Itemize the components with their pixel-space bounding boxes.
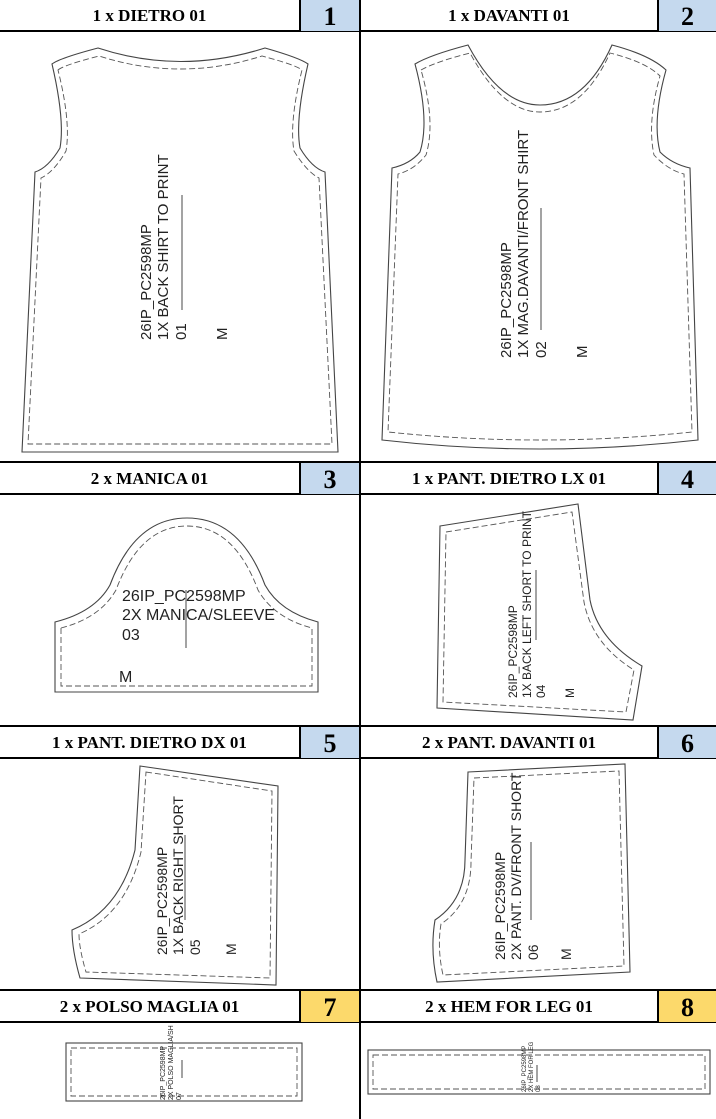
cut-line: [381, 44, 699, 450]
piece-number-badge: 3: [299, 463, 359, 494]
piece-title: 2 x HEM FOR LEG 01: [425, 997, 593, 1016]
piece-label-style: 26IP_PC2598MP: [154, 847, 170, 955]
piece-label-size: M: [223, 943, 239, 955]
piece-label-size: M: [558, 948, 574, 960]
seam-line: [372, 1054, 706, 1090]
piece-label-number: 05: [187, 939, 203, 955]
piece-header-8: 2 x HEM FOR LEG 01 8: [361, 991, 716, 1023]
piece-title: 2 x MANICA 01: [90, 469, 209, 488]
pattern-piece-front-short: 26IP_PC2598MP 2X PANT. DV/FRONT SHORT 06…: [432, 763, 631, 983]
piece-label-size: M: [214, 328, 231, 341]
piece-title: 1 x PANT. DIETRO LX 01: [412, 469, 606, 488]
piece-label-style: 26IP_PC2598MP: [138, 224, 155, 340]
piece-label-quantity: 2X POLSO MAGLIA/SH: [168, 1025, 175, 1100]
piece-label-quantity: 2X HEM FOR LEG: [529, 1041, 535, 1092]
seam-line: [387, 52, 693, 441]
grid-divider-horizontal: [0, 989, 716, 991]
piece-header-2: 1 x DAVANTI 01 2: [361, 0, 716, 32]
pattern-piece-back-left-short: 26IP_PC2598MP 1X BACK LEFT SHORT TO PRIN…: [436, 503, 643, 721]
cut-line: [432, 763, 631, 983]
piece-label-number: 06: [525, 944, 541, 960]
piece-label-style: 26IP_PC2598MP: [122, 588, 246, 605]
grid-divider-horizontal: [0, 725, 716, 727]
piece-label-number: 03: [122, 627, 140, 644]
piece-label-style: 26IP_PC2598MP: [506, 605, 520, 698]
piece-label-style: 26IP_PC2598MP: [522, 1046, 528, 1092]
piece-label-quantity: 1X MAG.DAVANTI/FRONT SHIRT: [515, 130, 532, 358]
pattern-piece-leg-hem: 26IP_PC2598MP 2X HEM FOR LEG 08: [367, 1041, 711, 1095]
piece-header-4: 1 x PANT. DIETRO LX 01 4: [361, 463, 716, 495]
piece-label-quantity: 1X BACK LEFT SHORT TO PRINT: [520, 510, 534, 698]
seam-line: [70, 1047, 298, 1097]
piece-number-badge: 1: [299, 0, 359, 31]
piece-header-7: 2 x POLSO MAGLIA 01 7: [0, 991, 359, 1023]
piece-label-size: M: [119, 669, 132, 686]
piece-header-5: 1 x PANT. DIETRO DX 01 5: [0, 727, 359, 759]
seam-line: [442, 511, 635, 713]
piece-title: 1 x PANT. DIETRO DX 01: [52, 733, 247, 752]
piece-number-badge: 7: [299, 991, 359, 1022]
piece-number-badge: 8: [657, 991, 716, 1022]
cut-line: [367, 1049, 711, 1095]
pattern-piece-front-shirt: 26IP_PC2598MP 1X MAG.DAVANTI/FRONT SHIRT…: [381, 44, 699, 450]
seam-line: [27, 55, 333, 445]
piece-label-size: M: [574, 346, 591, 359]
cut-line: [65, 1042, 303, 1102]
piece-label-style: 26IP_PC2598MP: [498, 242, 515, 358]
pattern-piece-back-right-short: 26IP_PC2598MP 1X BACK RIGHT SHORT 05 M: [71, 765, 279, 986]
piece-label-style: 26IP_PC2598MP: [492, 852, 508, 960]
piece-number-badge: 2: [657, 0, 716, 31]
piece-label-style: 26IP_PC2598MP: [160, 1046, 167, 1100]
piece-label-size: M: [563, 688, 577, 698]
piece-label-number: 08: [536, 1085, 542, 1092]
piece-label-number: 04: [534, 684, 548, 698]
seam-line: [438, 770, 625, 976]
seam-line: [78, 771, 273, 979]
grid-divider-vertical: [359, 0, 361, 1119]
piece-number-badge: 6: [657, 727, 716, 758]
piece-label-number: 07: [176, 1092, 183, 1100]
piece-label-quantity: 2X MANICA/SLEEVE: [122, 607, 275, 624]
piece-header-6: 2 x PANT. DAVANTI 01 6: [361, 727, 716, 759]
cut-line: [54, 517, 319, 693]
grid-divider-horizontal: [0, 461, 716, 463]
cut-line: [436, 503, 643, 721]
piece-title: 2 x POLSO MAGLIA 01: [59, 997, 240, 1016]
piece-title: 2 x PANT. DAVANTI 01: [422, 733, 596, 752]
piece-number-badge: 4: [657, 463, 716, 494]
pattern-piece-knit-cuff: 26IP_PC2598MP 2X POLSO MAGLIA/SH 07: [65, 1025, 303, 1102]
piece-label-number: 02: [533, 341, 550, 358]
piece-number-badge: 5: [299, 727, 359, 758]
piece-header-1: 1 x DIETRO 01 1: [0, 0, 359, 32]
piece-title: 1 x DAVANTI 01: [448, 6, 570, 25]
piece-label-quantity: 2X PANT. DV/FRONT SHORT: [508, 772, 524, 960]
piece-title: 1 x DIETRO 01: [92, 6, 207, 25]
piece-label-number: 01: [173, 323, 190, 340]
pattern-piece-back-shirt: 26IP_PC2598MP 1X BACK SHIRT TO PRINT 01 …: [21, 47, 339, 453]
cut-line: [71, 765, 279, 986]
seam-line: [60, 525, 313, 687]
piece-header-3: 2 x MANICA 01 3: [0, 463, 359, 495]
piece-label-quantity: 1X BACK SHIRT TO PRINT: [155, 154, 172, 340]
piece-label-quantity: 1X BACK RIGHT SHORT: [170, 796, 186, 955]
pattern-piece-sleeve: 26IP_PC2598MP 2X MANICA/SLEEVE 03 M: [54, 517, 319, 693]
cut-line: [21, 47, 339, 453]
